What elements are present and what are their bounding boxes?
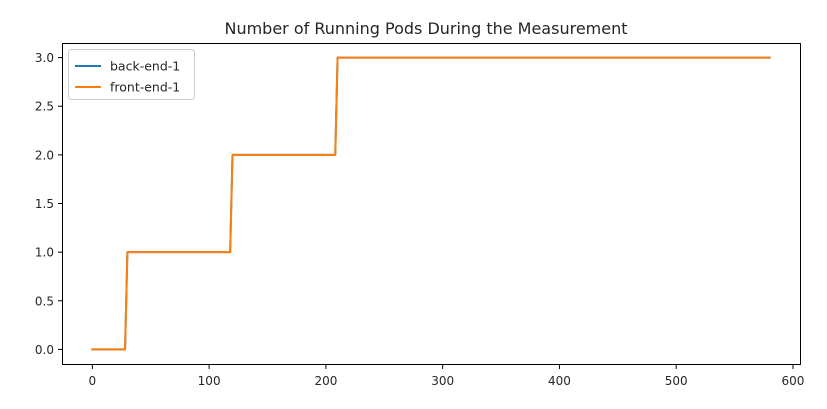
x-tick-label: 600 bbox=[782, 374, 805, 388]
x-axis: 0 100 200 300 400 500 600 bbox=[89, 364, 805, 388]
y-tick-label: 1.0 bbox=[35, 246, 54, 260]
y-tick-label: 0.0 bbox=[35, 343, 54, 357]
y-tick-label: 1.5 bbox=[35, 197, 54, 211]
x-tick-label: 0 bbox=[89, 374, 97, 388]
x-tick-label: 400 bbox=[548, 374, 571, 388]
plot-frame bbox=[62, 43, 801, 365]
x-tick-label: 500 bbox=[665, 374, 688, 388]
y-tick-label: 2.0 bbox=[35, 148, 54, 162]
y-tick-label: 0.5 bbox=[35, 294, 54, 308]
y-tick-label: 3.0 bbox=[35, 51, 54, 65]
chart-title: Number of Running Pods During the Measur… bbox=[224, 19, 627, 38]
legend-label: front-end-1 bbox=[110, 80, 180, 95]
series-layer bbox=[91, 56, 771, 351]
series-line-2 bbox=[91, 56, 771, 351]
x-tick-label: 200 bbox=[314, 374, 337, 388]
legend-label: back-end-1 bbox=[110, 59, 180, 74]
x-tick-label: 100 bbox=[198, 374, 221, 388]
legend: back-end-1 front-end-1 bbox=[68, 49, 195, 100]
y-tick-label: 2.5 bbox=[35, 100, 54, 114]
x-tick-label: 300 bbox=[431, 374, 454, 388]
y-axis: 0.0 0.5 1.0 1.5 2.0 2.5 3.0 bbox=[35, 51, 63, 357]
